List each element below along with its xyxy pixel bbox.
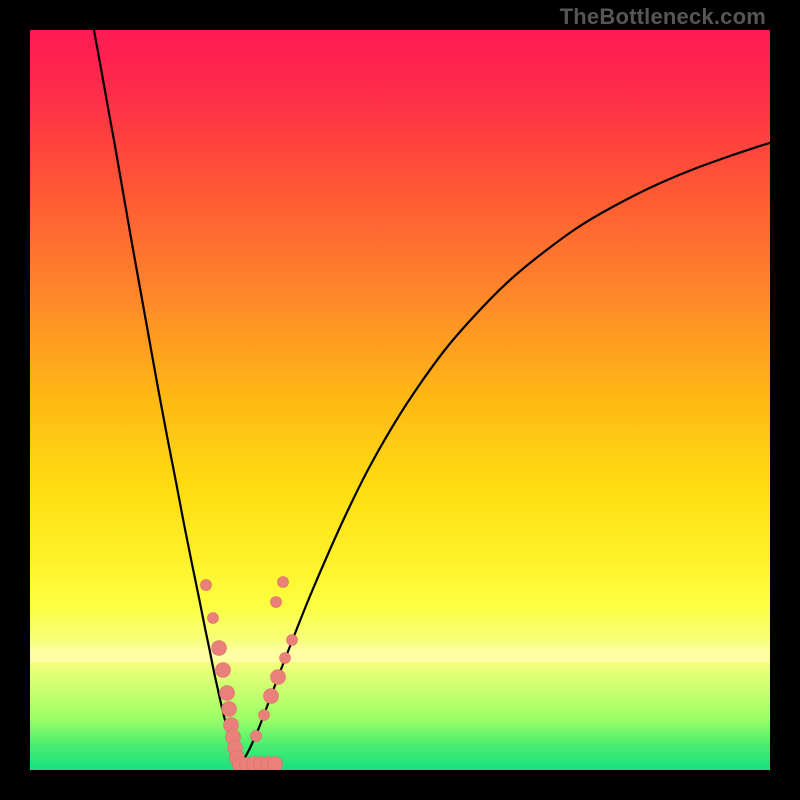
data-marker xyxy=(264,689,279,704)
data-marker xyxy=(271,670,286,685)
data-marker xyxy=(222,702,237,717)
data-marker xyxy=(208,613,219,624)
watermark-text: TheBottleneck.com xyxy=(560,4,766,30)
data-marker xyxy=(216,663,231,678)
data-marker xyxy=(278,577,289,588)
data-marker xyxy=(268,757,283,771)
data-marker xyxy=(271,597,282,608)
bottleneck-chart: TheBottleneck.com xyxy=(0,0,800,800)
data-marker xyxy=(287,635,298,646)
curves-layer xyxy=(30,30,770,770)
data-marker xyxy=(280,653,291,664)
data-marker xyxy=(220,686,235,701)
data-marker xyxy=(251,731,262,742)
curve-right xyxy=(238,143,770,765)
plot-area xyxy=(30,30,770,770)
data-marker xyxy=(201,580,212,591)
data-marker xyxy=(259,710,270,721)
data-marker xyxy=(212,641,227,656)
